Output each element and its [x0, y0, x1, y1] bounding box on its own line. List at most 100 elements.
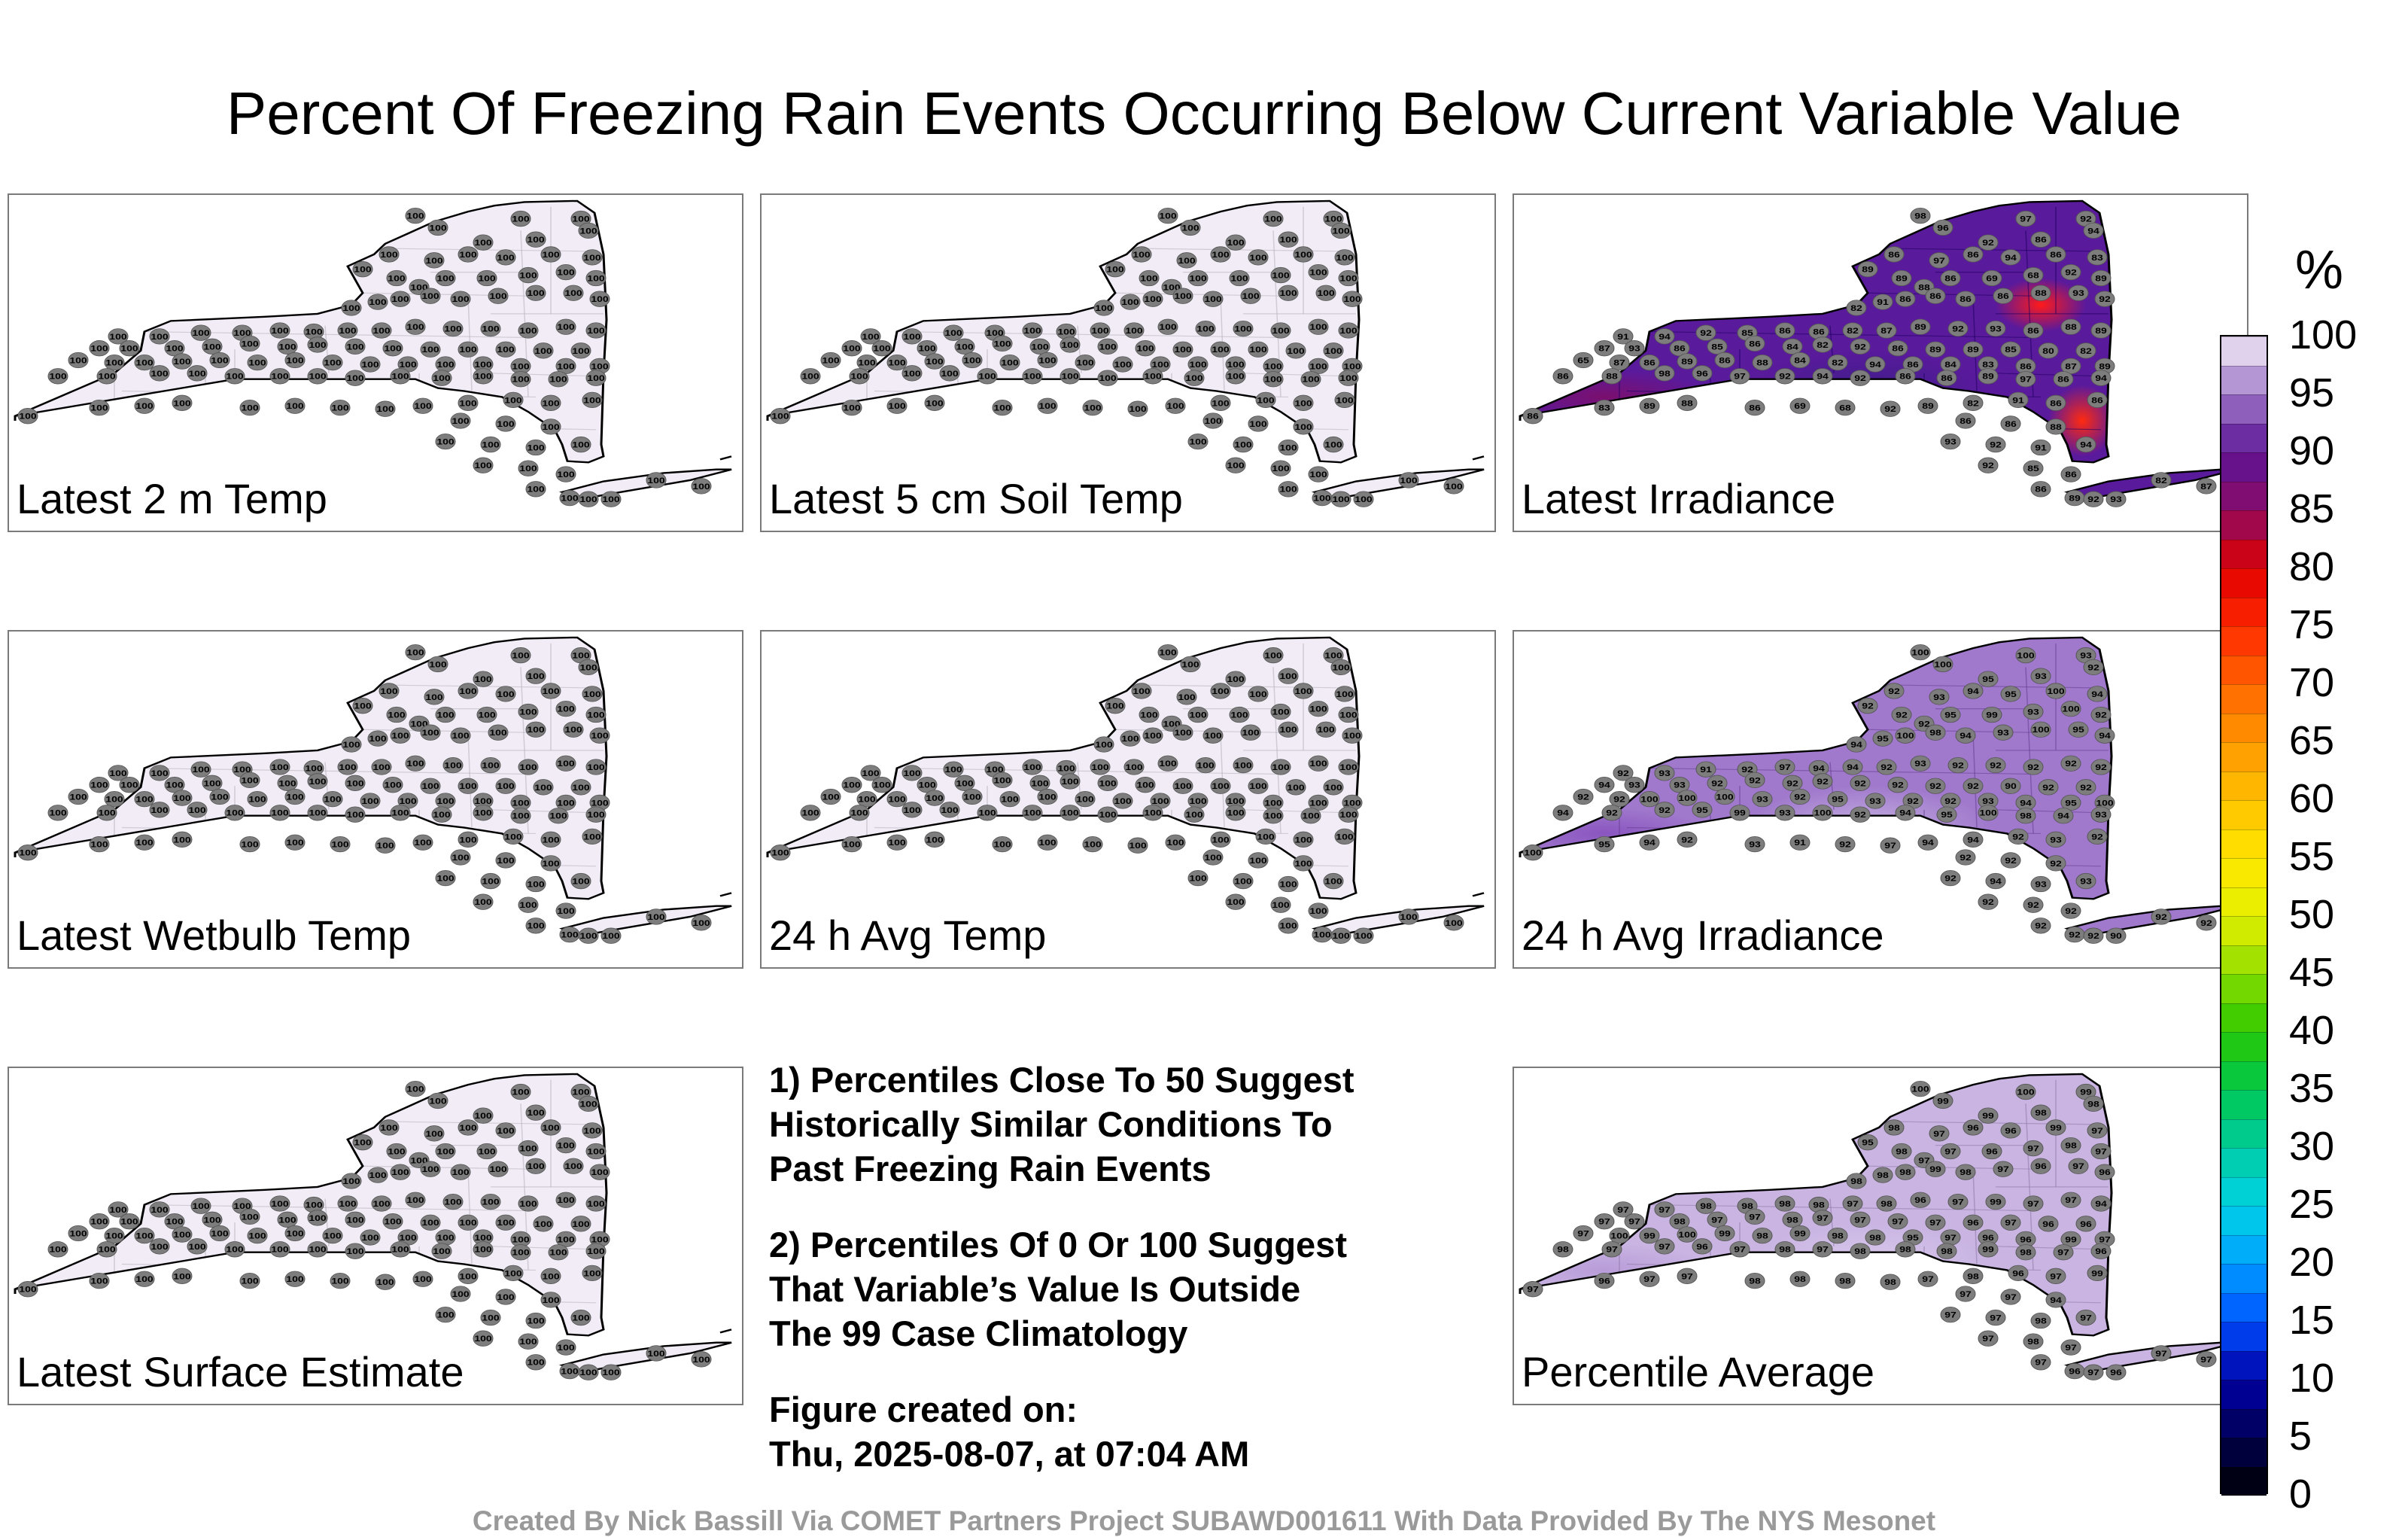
station-value: 100	[587, 1246, 604, 1255]
station-marker: 92	[1940, 793, 1961, 809]
station-dot	[386, 1143, 407, 1160]
station-marker: 100	[435, 706, 456, 723]
station-value: 100	[135, 1231, 153, 1240]
station-value: 86	[1899, 372, 1911, 381]
station-dot	[442, 756, 464, 774]
station-value: 100	[822, 356, 839, 365]
station-dot	[149, 802, 170, 818]
station-marker: 100	[924, 353, 945, 370]
station-marker: 100	[473, 1229, 494, 1246]
station-dot	[2196, 478, 2217, 495]
station-marker: 100	[450, 1164, 471, 1180]
panel-label: Latest Irradiance	[1522, 475, 1836, 522]
station-value: 86	[1960, 416, 1972, 425]
station-value: 100	[534, 1219, 552, 1228]
station-value: 100	[587, 1199, 604, 1208]
station-value: 100	[557, 906, 574, 915]
station-dot	[1654, 365, 1675, 382]
panel-label: Latest 2 m Temp	[17, 475, 327, 522]
station-dot	[435, 706, 456, 723]
station-dot	[1263, 371, 1284, 388]
station-marker: 100	[954, 775, 975, 791]
station-value: 100	[1234, 324, 1251, 333]
station-marker: 100	[525, 721, 546, 738]
station-dot	[1789, 1271, 1811, 1287]
station-dot	[412, 834, 433, 851]
station-value: 100	[406, 1196, 424, 1205]
station-dot	[172, 1226, 193, 1243]
station-value: 98	[1832, 1231, 1844, 1240]
station-marker: 86	[2023, 322, 2044, 339]
station-dot	[2000, 686, 2021, 702]
station-value: 100	[1445, 918, 1462, 927]
station-value: 98	[1888, 1123, 1900, 1132]
station-marker: 100	[172, 353, 193, 370]
station-value: 92	[1862, 702, 1874, 711]
station-value: 98	[1896, 1147, 1908, 1156]
station-dot	[450, 291, 471, 307]
station-value: 100	[549, 811, 567, 820]
station-dot	[104, 1227, 125, 1244]
station-marker: 92	[2008, 828, 2029, 845]
station-value: 100	[271, 326, 288, 335]
station-value: 100	[406, 1085, 424, 1094]
station-marker: 100	[1932, 656, 1953, 673]
station-dot	[2060, 700, 2081, 717]
station-value: 100	[339, 326, 356, 335]
station-dot	[1963, 394, 1984, 411]
station-marker: 92	[2060, 902, 2081, 919]
station-dot	[2023, 1333, 2044, 1350]
station-dot	[1925, 724, 1946, 741]
station-marker: 100	[559, 926, 580, 943]
colorbar-segment	[2221, 1322, 2267, 1351]
station-marker: 100	[480, 320, 501, 337]
colorbar-segment	[2221, 481, 2267, 510]
station-value: 100	[391, 1167, 409, 1176]
station-marker: 100	[367, 1167, 388, 1183]
station-dot	[1172, 341, 1193, 358]
station-value: 100	[926, 835, 943, 845]
station-marker: 100	[1312, 926, 1333, 943]
station-marker: 100	[1308, 755, 1329, 772]
station-dot	[2083, 927, 2104, 944]
station-marker: 100	[1142, 727, 1163, 744]
station-dot	[1229, 706, 1250, 723]
station-marker: 98	[1752, 1227, 1773, 1244]
station-marker: 100	[435, 356, 456, 373]
station-dot	[473, 1107, 494, 1124]
station-marker: 92	[1601, 805, 1622, 821]
station-marker: 89	[2090, 322, 2112, 339]
colorbar-segment	[2221, 626, 2267, 656]
station-marker: 100	[134, 834, 155, 851]
station-marker: 89	[2064, 489, 2085, 507]
station-dot	[450, 727, 471, 744]
station-marker: 100	[1105, 698, 1126, 714]
station-dot	[1270, 896, 1291, 913]
station-dot	[548, 808, 569, 824]
station-value: 100	[647, 912, 664, 921]
station-dot	[1075, 354, 1096, 371]
station-marker: 100	[239, 1272, 260, 1289]
station-dot	[269, 1195, 290, 1212]
station-dot	[1210, 246, 1231, 263]
station-marker: 92	[1891, 706, 1912, 723]
station-marker: 100	[202, 775, 223, 791]
station-dot	[540, 855, 561, 872]
station-value: 100	[1678, 793, 1695, 802]
station-value: 100	[1279, 443, 1297, 452]
station-dot	[1139, 706, 1160, 723]
station-dot	[390, 727, 411, 744]
station-value: 100	[1294, 250, 1312, 259]
station-value: 97	[2005, 1292, 2017, 1301]
station-marker: 97	[1812, 1210, 1833, 1226]
station-dot	[96, 1241, 117, 1258]
station-dot	[239, 335, 260, 352]
station-marker: 100	[337, 1195, 358, 1212]
colorbar-segment	[2221, 945, 2267, 974]
station-value: 92	[1741, 765, 1753, 774]
station-dot	[1639, 834, 1660, 851]
station-value: 98	[2035, 1109, 2047, 1118]
station-dot	[307, 805, 328, 821]
station-value: 98	[1659, 369, 1671, 378]
